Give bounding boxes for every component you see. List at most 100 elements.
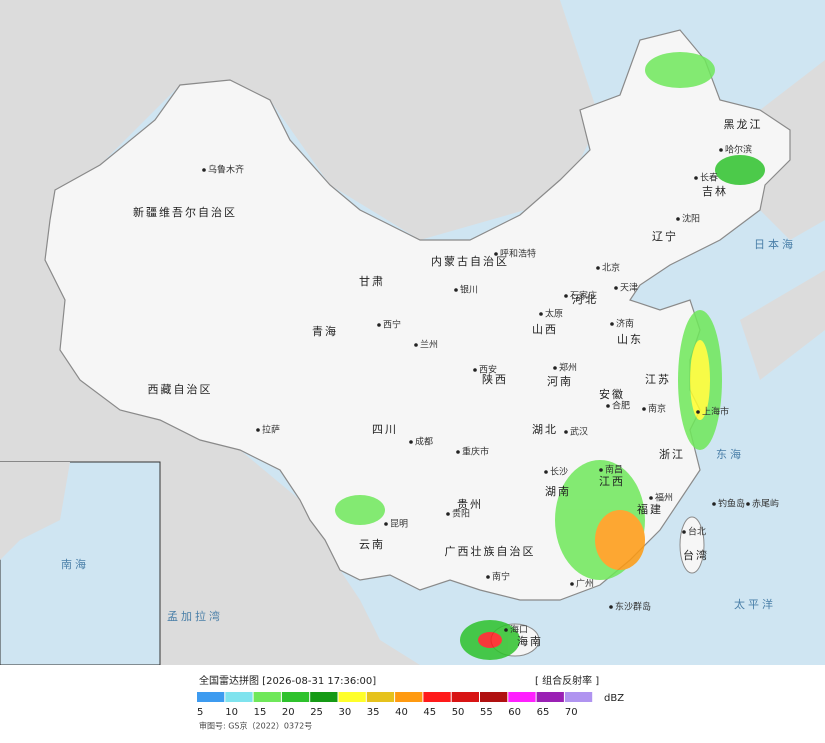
legend-value: 35 [367, 707, 380, 718]
radar-echoes [335, 52, 765, 660]
legend-value: 10 [225, 707, 238, 718]
province-label: 云南 [359, 538, 385, 551]
city-dot [504, 628, 508, 632]
city-label: 济南 [616, 318, 634, 330]
city-dot [544, 470, 548, 474]
province-label: 河南 [547, 375, 573, 388]
city-label: 呼和浩特 [500, 248, 536, 260]
legend-value: 25 [310, 707, 323, 718]
city-label: 哈尔滨 [725, 144, 752, 156]
province-label: 陕西 [482, 372, 508, 386]
city-dot [446, 512, 450, 516]
city-dot [409, 440, 413, 444]
city-dot [649, 496, 653, 500]
province-label: 广西壮族自治区 [445, 544, 536, 558]
city-label: 昆明 [390, 519, 408, 530]
city-label: 海口 [510, 624, 528, 636]
city-label: 乌鲁木齐 [208, 164, 244, 176]
province-label: 辽宁 [652, 229, 678, 243]
sea-label: 孟加拉湾 [167, 609, 223, 623]
province-label: 河北 [572, 293, 598, 306]
city-label: 石家庄 [570, 290, 597, 302]
province-label: 福建 [637, 502, 663, 516]
city-dot [456, 450, 460, 454]
province-label: 江苏 [645, 373, 671, 386]
province-label: 黑龙江 [724, 118, 763, 131]
city-label: 西安 [479, 364, 497, 376]
province-label: 青海 [312, 324, 338, 338]
sea-label: 日本海 [754, 237, 796, 251]
footer-title: 全国雷达拼图 [2026-08-31 17:36:00] [199, 674, 376, 687]
city-label: 南昌 [605, 464, 623, 476]
sea-label: 南海 [61, 557, 89, 571]
legend-swatch [281, 692, 310, 702]
legend-value: 20 [282, 707, 295, 718]
taiwan [679, 516, 705, 574]
province-label: 安徽 [599, 387, 625, 401]
city-dot [682, 530, 686, 534]
legend-value: 45 [423, 707, 436, 718]
city-label: 成都 [415, 436, 433, 448]
city-label: 钓鱼岛 [718, 498, 745, 510]
city-label: 广州 [576, 578, 594, 590]
city-label: 银川 [460, 284, 478, 296]
legend-swatch [310, 692, 338, 702]
legend-value: 30 [339, 707, 352, 718]
city-label: 兰州 [420, 339, 438, 351]
legend-swatch [536, 692, 564, 702]
city-dot [539, 312, 543, 316]
province-label: 江西 [599, 475, 625, 488]
city-dot [570, 582, 574, 586]
city-dot [494, 252, 498, 256]
city-dot [414, 343, 418, 347]
province-label: 台湾 [683, 548, 709, 562]
city-label: 郑州 [559, 362, 577, 374]
province-label: 内蒙古自治区 [431, 254, 509, 268]
province-label: 吉林 [702, 184, 728, 198]
city-label: 西宁 [383, 319, 401, 331]
city-dot [696, 410, 700, 414]
city-label: 重庆市 [462, 446, 489, 458]
city-dot [377, 323, 381, 327]
legend-swatch [564, 692, 593, 702]
city-dot [642, 407, 646, 411]
approval-number: 审图号: GS京（2022）0372号 [199, 721, 312, 731]
province-label: 湖北 [532, 423, 558, 436]
legend-swatch [366, 692, 395, 702]
legend-value: 40 [395, 707, 408, 718]
city-label: 沈阳 [682, 213, 700, 225]
city-dot [486, 575, 490, 579]
legend-swatch [253, 692, 281, 702]
legend-unit: dBZ [604, 693, 624, 704]
legend-swatch [480, 692, 508, 702]
city-dot [202, 168, 206, 172]
city-label: 天津 [620, 283, 638, 294]
city-dot [694, 176, 698, 180]
city-dot [596, 266, 600, 270]
city-dot [606, 404, 610, 408]
city-dot [676, 217, 680, 221]
city-dot [384, 522, 388, 526]
city-dot [454, 288, 458, 292]
province-label: 新疆维吾尔自治区 [133, 205, 237, 219]
city-dot [553, 366, 557, 370]
legend-value: 60 [508, 707, 521, 718]
legend-value: 55 [480, 707, 493, 718]
product-name: [ 组合反射率 ] [535, 674, 599, 687]
legend-swatch [423, 692, 451, 702]
sea-label: 东海 [716, 447, 744, 461]
city-label: 贵阳 [452, 508, 470, 520]
city-dot [712, 502, 716, 506]
neighbor-land [0, 0, 825, 665]
legend-value: 65 [537, 707, 550, 718]
province-label: 浙江 [659, 448, 685, 461]
city-dot [564, 430, 568, 434]
city-label: 上海市 [702, 406, 729, 418]
city-label: 南京 [648, 403, 666, 415]
city-label: 合肥 [612, 400, 630, 412]
city-dot [746, 502, 750, 506]
city-dot [564, 294, 568, 298]
city-label: 长春 [700, 172, 718, 184]
city-dot [599, 468, 603, 472]
